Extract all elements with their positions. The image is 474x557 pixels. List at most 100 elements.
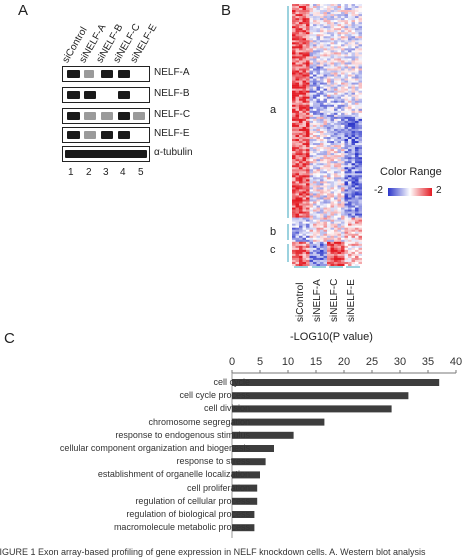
heatmap-cell: [341, 201, 345, 204]
bar: [232, 379, 440, 386]
heatmap-cell: [299, 118, 303, 122]
heatmap-cell: [320, 76, 324, 79]
heatmap-cell: [299, 235, 303, 238]
x-tick-label: 30: [394, 356, 406, 368]
heatmap-cell: [348, 137, 352, 140]
heatmap-cell: [330, 235, 335, 238]
heatmap-cell: [351, 82, 356, 85]
heatmap-cell: [358, 6, 362, 9]
heatmap-cell: [295, 18, 300, 21]
heatmap-cell: [302, 58, 307, 61]
heatmap-cell: [302, 253, 307, 257]
heatmap-cell: [344, 165, 349, 168]
heatmap-cell: [313, 175, 317, 178]
heatmap-cell: [309, 58, 314, 61]
heatmap-cell: [292, 62, 296, 65]
heatmap-cell: [299, 28, 303, 31]
heatmap-cell: [344, 50, 349, 53]
heatmap-cell: [302, 120, 307, 124]
category-label: cell proliferation: [186, 482, 250, 493]
heatmap-cell: [327, 171, 331, 174]
heatmap-cell: [344, 229, 349, 232]
heatmap-cell: [334, 108, 338, 112]
heatmap-cell: [316, 42, 321, 45]
heatmap-cell: [323, 227, 328, 230]
heatmap-cell: [316, 221, 321, 224]
heatmap-cell: [341, 122, 345, 126]
heatmap-cell: [351, 112, 356, 116]
heatmap-cell: [351, 96, 356, 99]
heatmap-cell: [355, 64, 359, 67]
heatmap-cell: [344, 159, 349, 162]
heatmap-cell: [292, 122, 296, 126]
heatmap-cell: [344, 130, 349, 134]
heatmap-cell: [309, 221, 314, 224]
heatmap-cell: [313, 34, 317, 37]
heatmap-cell: [292, 223, 296, 226]
heatmap-cell: [302, 203, 307, 206]
heatmap-cell: [313, 76, 317, 79]
heatmap-cell: [302, 215, 307, 218]
heatmap-cell: [337, 94, 342, 97]
heatmap-cell: [309, 72, 314, 75]
heatmap-cell: [320, 187, 324, 190]
heatmap-cell: [358, 72, 362, 75]
heatmap-cell: [355, 36, 359, 39]
heatmap-cell: [334, 46, 338, 49]
heatmap-cell: [320, 205, 324, 208]
heatmap-cell: [323, 199, 328, 202]
heatmap-cell: [348, 88, 352, 91]
heatmap-cell: [334, 259, 338, 263]
heatmap-cell: [320, 50, 324, 53]
heatmap-cell: [316, 10, 321, 13]
heatmap-cell: [309, 26, 314, 29]
heatmap-cell: [348, 217, 352, 220]
heatmap-cell: [302, 108, 307, 112]
heatmap-cell: [313, 255, 317, 259]
heatmap-cell: [299, 175, 303, 178]
heatmap-cell: [313, 50, 317, 53]
heatmap-cell: [306, 108, 310, 112]
heatmap-cell: [355, 32, 359, 35]
heatmap-cell: [292, 114, 296, 118]
heatmap-cell: [320, 48, 324, 51]
heatmap-cell: [351, 48, 356, 51]
heatmap-cell: [334, 163, 338, 166]
heatmap-cell: [334, 82, 338, 85]
heatmap-cell: [320, 84, 324, 87]
heatmap-cell: [320, 175, 324, 178]
heatmap-cell: [341, 60, 345, 63]
heatmap-cell: [341, 247, 345, 251]
heatmap-cell: [299, 189, 303, 192]
heatmap-cell: [348, 163, 352, 166]
heatmap-cell: [330, 159, 335, 162]
heatmap-cell: [316, 255, 321, 259]
heatmap-cell: [309, 88, 314, 91]
heatmap-cell: [337, 223, 342, 226]
heatmap-cell: [348, 245, 352, 249]
heatmap-cell: [351, 80, 356, 83]
heatmap-cell: [344, 171, 349, 174]
heatmap-cell: [306, 38, 310, 41]
heatmap-cell: [355, 120, 359, 124]
heatmap-cell: [334, 249, 338, 253]
heatmap-cell: [302, 98, 307, 101]
heatmap-cell: [334, 72, 338, 75]
heatmap-cell: [337, 24, 342, 27]
heatmap-cell: [306, 100, 310, 103]
category-label: cell cycle process: [179, 390, 250, 401]
heatmap-cell: [330, 130, 335, 134]
heatmap-cell: [313, 251, 317, 255]
heatmap-cell: [299, 251, 303, 255]
heatmap-cell: [313, 126, 317, 130]
heatmap-cell: [316, 28, 321, 31]
heatmap-cell: [344, 205, 349, 208]
heatmap-cell: [302, 90, 307, 93]
heatmap-cell: [334, 251, 338, 255]
heatmap-cell: [330, 76, 335, 79]
heatmap-cell: [334, 128, 338, 132]
heatmap-cell: [334, 155, 338, 158]
heatmap-cell: [316, 173, 321, 176]
heatmap-cell: [320, 225, 324, 228]
heatmap-cell: [295, 221, 300, 224]
